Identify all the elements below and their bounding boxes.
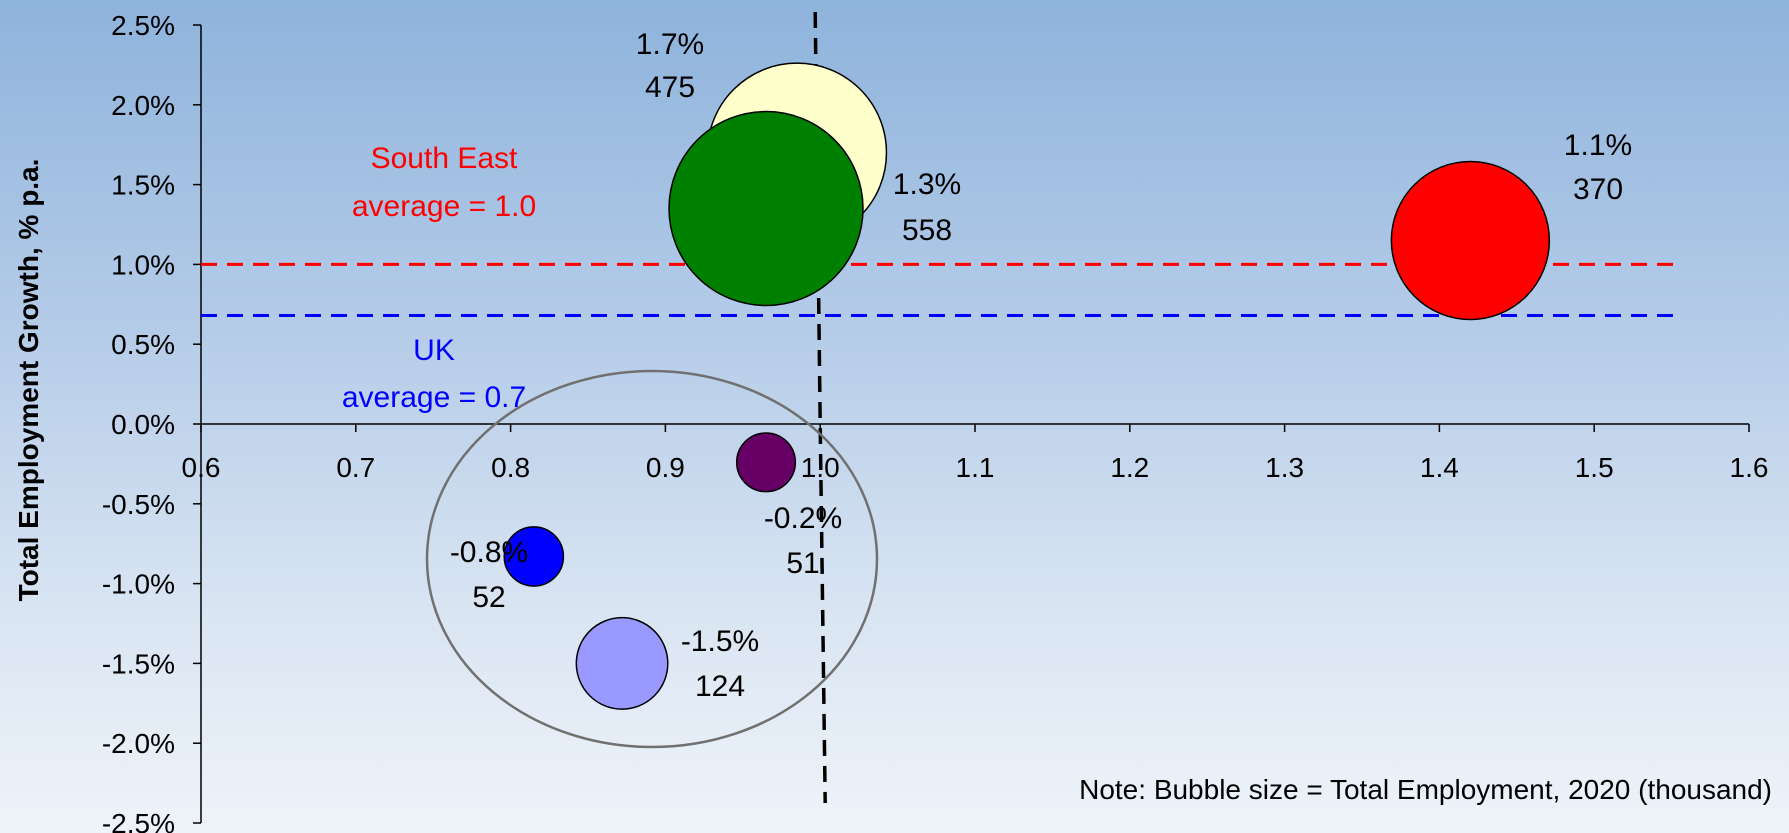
reference-label-line2: average = 0.7 — [342, 381, 526, 414]
bubble — [575, 616, 669, 710]
x-tick-label: 0.8 — [491, 452, 530, 483]
x-tick-label: 0.7 — [336, 452, 375, 483]
chart-note: Note: Bubble size = Total Employment, 20… — [1079, 774, 1772, 805]
x-tick-label: 1.3 — [1265, 452, 1304, 483]
x-tick-label: 0.9 — [646, 452, 685, 483]
bubble-label-growth: 1.1% — [1564, 129, 1632, 162]
x-tick-label: 1.6 — [1730, 452, 1769, 483]
bubble-label-size: 558 — [902, 214, 952, 247]
y-tick-label: -0.5% — [102, 489, 175, 520]
bubble-label-size: 51 — [786, 547, 819, 580]
y-tick-label: 1.0% — [111, 249, 175, 280]
bubble-label-size: 370 — [1573, 173, 1623, 206]
bubble-label-growth: 1.7% — [636, 28, 704, 61]
y-tick-label: 2.0% — [111, 90, 175, 121]
bubble-label-growth: -0.2% — [764, 502, 842, 535]
y-tick-label: -1.5% — [102, 648, 175, 679]
bubble — [1390, 160, 1551, 321]
reference-lines: South East average = 1.0 UK average = 0.7 — [201, 11, 1680, 804]
y-tick-label: 0.5% — [111, 329, 175, 360]
y-tick-label: -2.5% — [102, 808, 175, 833]
bubble-label-size: 124 — [695, 670, 745, 703]
y-tick-label: -2.0% — [102, 728, 175, 759]
axes: 2.5% 2.0% 1.5% 1.0% 0.5% 0.0% -0.5% -1.0% -1.5% -… — [102, 10, 1769, 833]
bubble-label-size: 52 — [472, 581, 505, 614]
x-tick-label: 1.1 — [956, 452, 995, 483]
grouping-ellipse — [425, 369, 879, 749]
bubble — [503, 526, 565, 587]
x-tick-label: 1.2 — [1110, 452, 1149, 483]
bubble-labels: 1.7% 475 1.3% 558 1.1% 370 -0.2% 51 -0.8% 52 -1.5%… — [450, 28, 1632, 703]
bubble — [735, 432, 797, 493]
x-tick-label: 1.5 — [1575, 452, 1614, 483]
bubble-label-growth: -0.8% — [450, 536, 528, 569]
y-tick-label: 0.0% — [111, 409, 175, 440]
bubble-label-size: 475 — [645, 71, 695, 104]
reference-label-line2: average = 1.0 — [352, 190, 536, 223]
bubble-label-growth: -1.5% — [681, 625, 759, 658]
y-tick-label: -1.0% — [102, 569, 175, 600]
bubbles — [503, 62, 1551, 710]
x-tick-label: 1.4 — [1420, 452, 1459, 483]
y-tick-label: 2.5% — [111, 10, 175, 41]
reference-label-line1: South East — [371, 142, 518, 175]
bubble-label-growth: 1.3% — [893, 168, 961, 201]
bubble — [668, 110, 864, 307]
x-tick-label: 0.6 — [182, 452, 221, 483]
y-tick-label: 1.5% — [111, 170, 175, 201]
reference-label-line1: UK — [413, 334, 455, 367]
grouping-ellipse-layer — [425, 369, 879, 749]
y-axis-label: Total Employment Growth, % p.a. — [13, 159, 44, 602]
